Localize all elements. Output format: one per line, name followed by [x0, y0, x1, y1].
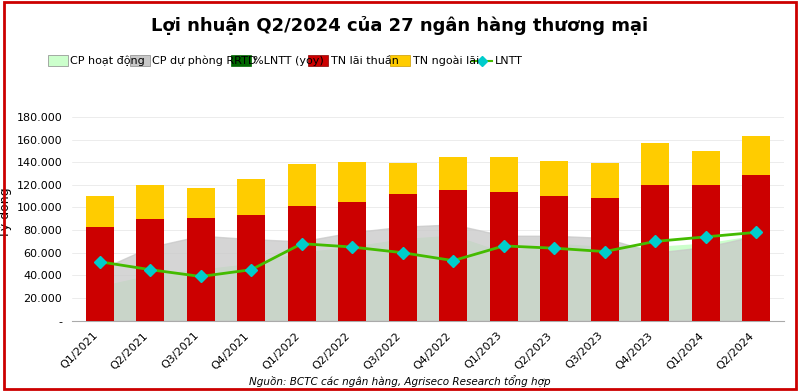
Bar — [540, 196, 568, 321]
Bar — [187, 188, 214, 218]
Bar — [591, 163, 618, 198]
Bar — [439, 190, 467, 321]
Bar — [86, 196, 114, 227]
Text: CP dự phòng RRTD: CP dự phòng RRTD — [153, 56, 257, 66]
Bar — [288, 165, 316, 206]
Y-axis label: Tỷ đồng: Tỷ đồng — [0, 188, 12, 239]
Bar — [338, 162, 366, 202]
Bar — [389, 194, 417, 321]
Bar — [439, 156, 467, 190]
Text: Nguồn: BCTC các ngân hàng, Agriseco Research tổng hợp: Nguồn: BCTC các ngân hàng, Agriseco Rese… — [249, 375, 551, 387]
Text: TN lãi thuần: TN lãi thuần — [330, 56, 398, 66]
Bar — [742, 136, 770, 175]
Bar — [86, 227, 114, 321]
Bar — [490, 192, 518, 321]
Bar — [692, 185, 720, 321]
Bar — [136, 185, 164, 219]
Bar — [642, 185, 669, 321]
Text: TN ngoài lãi: TN ngoài lãi — [413, 56, 479, 66]
Bar — [540, 161, 568, 196]
Bar — [338, 202, 366, 321]
Text: CP hoạt động: CP hoạt động — [70, 56, 145, 66]
Text: Lợi nhuận Q2/2024 của 27 ngân hàng thương mại: Lợi nhuận Q2/2024 của 27 ngân hàng thươn… — [151, 16, 649, 35]
Bar — [136, 219, 164, 321]
Bar — [692, 151, 720, 185]
Bar — [591, 198, 618, 321]
Text: %LNTT (yoy): %LNTT (yoy) — [253, 56, 324, 66]
Bar — [238, 215, 265, 321]
Bar — [742, 175, 770, 321]
Bar — [187, 218, 214, 321]
Bar — [490, 156, 518, 192]
Text: LNTT: LNTT — [494, 56, 522, 66]
Bar — [238, 179, 265, 215]
Bar — [642, 143, 669, 185]
Bar — [389, 163, 417, 194]
Bar — [288, 206, 316, 321]
